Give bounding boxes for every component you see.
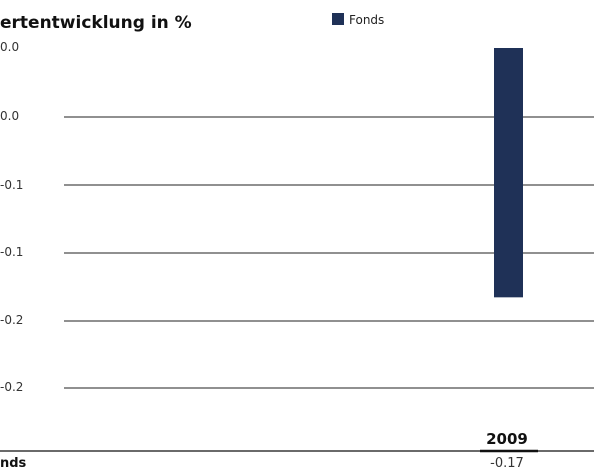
legend-swatch-fonds <box>332 13 344 25</box>
legend-label-fonds: Fonds <box>349 13 384 27</box>
y-axis-labels: 0.0 0.0 -0.1 -0.1 -0.2 -0.2 <box>0 40 23 394</box>
y-tick-label: -0.1 <box>0 245 23 259</box>
y-tick-label: -0.2 <box>0 380 23 394</box>
y-tick-label: 0.0 <box>0 40 19 54</box>
bar-2009 <box>494 48 523 298</box>
table-row-label-fonds: nds <box>0 456 27 471</box>
table-row-value-2009: -0.17 <box>490 456 524 471</box>
chart-title: ertentwicklung in % <box>0 13 192 33</box>
y-tick-label: -0.2 <box>0 313 23 327</box>
bars <box>494 48 523 298</box>
table-header-2009: 2009 <box>486 430 528 448</box>
y-tick-label: 0.0 <box>0 109 19 123</box>
y-tick-label: -0.1 <box>0 178 23 192</box>
